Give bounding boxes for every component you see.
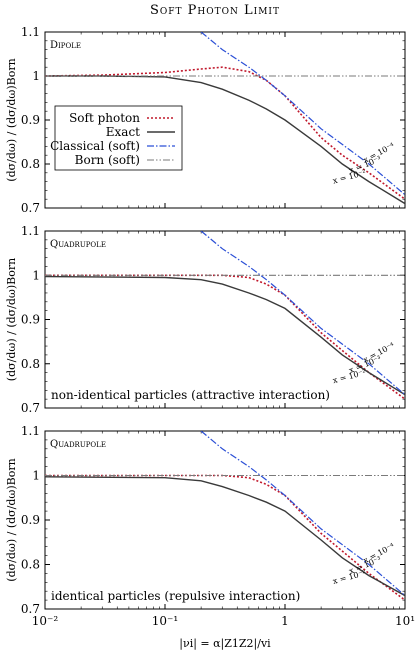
panel-1: 0.7 0.8 0.9 1 1.1 (dσ/dω) / (dσ/dω)Born Dipole… bbox=[5, 25, 406, 215]
y-tick-label: 0.7 bbox=[21, 201, 40, 215]
legend-box bbox=[54, 105, 183, 171]
legend-label: Soft photon bbox=[69, 111, 140, 125]
x-axis-label: |νi| = α|Z1Z2|/vi bbox=[179, 637, 271, 651]
series-line-exact bbox=[45, 75, 405, 205]
y-tick-label: 0.9 bbox=[21, 313, 40, 327]
panel-label: Dipole bbox=[50, 40, 81, 51]
panel-label: Quadrupole bbox=[50, 439, 106, 450]
panel-3: 0.7 0.8 0.9 1 1.1 10⁻² 10⁻¹ 1 10¹ |νi| = α|Z1Z2|/… bbox=[5, 424, 415, 651]
series-line-classical-soft- bbox=[200, 231, 405, 396]
series-group bbox=[45, 431, 405, 601]
figure-title: Soft Photon Limit bbox=[150, 3, 280, 18]
y-tick-label: 1.1 bbox=[21, 25, 40, 39]
y-axis-label: (dσ/dω) / (dσ/dω)Born bbox=[5, 258, 18, 381]
series-line-soft-photon bbox=[45, 66, 405, 200]
plot-frame bbox=[44, 430, 406, 610]
y-tick-label: 0.9 bbox=[21, 113, 40, 127]
y-tick-label: 0.8 bbox=[21, 157, 40, 171]
y-tick-label: 1.1 bbox=[21, 224, 40, 238]
y-tick-label: 1 bbox=[32, 69, 40, 83]
panel-label: Quadrupole bbox=[50, 239, 106, 250]
y-tick-label: 0.8 bbox=[21, 357, 40, 371]
series-group bbox=[45, 32, 405, 205]
panel-note: non-identical particles (attractive inte… bbox=[51, 388, 330, 402]
series-line-exact bbox=[45, 476, 405, 597]
series-line-classical-soft- bbox=[200, 32, 405, 196]
x-tick-label: 10⁻¹ bbox=[152, 614, 178, 628]
y-tick-label: 0.8 bbox=[21, 558, 40, 572]
series-line-exact bbox=[45, 275, 405, 396]
panel-2: 0.7 0.8 0.9 1 1.1 (dσ/dω) / (dσ/dω)Born Quadru… bbox=[5, 224, 406, 415]
x-tick-label: 1 bbox=[281, 614, 289, 628]
y-axis-label: (dσ/dω) / (dσ/dω)Born bbox=[5, 58, 18, 181]
x-tick-label: 10¹ bbox=[395, 614, 415, 628]
y-tick-label: 1 bbox=[32, 469, 40, 483]
series-group bbox=[45, 231, 405, 400]
legend-label: Exact bbox=[106, 125, 140, 139]
y-tick-label: 1 bbox=[32, 268, 40, 282]
legend-label: Classical (soft) bbox=[50, 139, 140, 153]
y-axis-label: (dσ/dω) / (dσ/dω)Born bbox=[5, 458, 18, 581]
y-tick-label: 0.9 bbox=[21, 513, 40, 527]
panel-note: identical particles (repulsive interacti… bbox=[51, 589, 300, 603]
series-line-classical-soft- bbox=[200, 431, 405, 597]
y-tick-label: 0.7 bbox=[21, 602, 40, 616]
y-tick-label: 1.1 bbox=[21, 424, 40, 438]
plot-frame bbox=[44, 230, 406, 409]
legend-label: Born (soft) bbox=[75, 153, 140, 167]
series-line-soft-photon bbox=[45, 474, 405, 601]
y-tick-label: 0.7 bbox=[21, 401, 40, 415]
x-tick-label: 10⁻² bbox=[32, 614, 59, 628]
